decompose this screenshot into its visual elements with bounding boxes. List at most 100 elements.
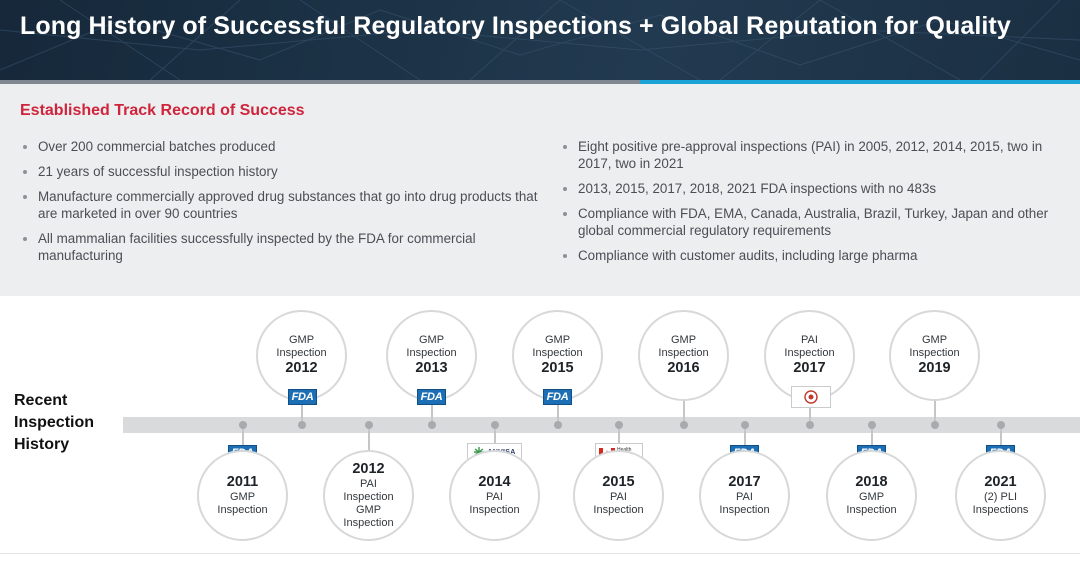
event-year: 2011 [226, 474, 259, 490]
bullet-item: 21 years of successful inspection histor… [20, 163, 540, 180]
event-type: Inspection [343, 517, 394, 529]
timeline-event-bottom: 2021 (2) PLI Inspections [955, 450, 1046, 541]
timeline-bar [123, 417, 1080, 433]
event-year: 2012 [352, 461, 385, 477]
event-type: Inspection [343, 491, 394, 503]
event-type: GMP [288, 334, 315, 346]
timeline-dot [554, 421, 562, 429]
event-type: PAI [801, 334, 818, 346]
event-year: 2021 [984, 474, 1017, 490]
event-type: Inspection [784, 347, 835, 359]
timeline-event-top: PAI Inspection 2017 [764, 310, 855, 401]
seal-icon [804, 390, 818, 404]
page-title: Long History of Successful Regulatory In… [20, 12, 1011, 40]
event-type: GMP [544, 334, 571, 346]
stem [871, 425, 873, 447]
timeline-event-top: GMP Inspection 2019 [889, 310, 980, 401]
event-type: GMP [418, 334, 445, 346]
timeline-dot [298, 421, 306, 429]
event-type: Inspection [846, 504, 897, 516]
timeline-event-bottom: 2015 PAI Inspection [573, 450, 664, 541]
event-year: 2018 [855, 474, 888, 490]
timeline-event-bottom: 2011 GMP Inspection [197, 450, 288, 541]
fda-logo-icon: FDA [288, 389, 317, 405]
bullet-item: 2013, 2015, 2017, 2018, 2021 FDA inspect… [560, 180, 1060, 197]
left-bullet-list: Over 200 commercial batches produced 21 … [20, 138, 540, 272]
event-year: 2015 [602, 474, 635, 490]
event-year: 2019 [918, 360, 951, 376]
event-type: Inspection [719, 504, 770, 516]
event-type: (2) PLI [983, 491, 1017, 503]
event-year: 2012 [285, 360, 318, 376]
bullet-item: Manufacture commercially approved drug s… [20, 188, 540, 222]
event-type: Inspection [217, 504, 268, 516]
header-banner: Long History of Successful Regulatory In… [0, 0, 1080, 80]
event-type: Inspection [658, 347, 709, 359]
event-type: Inspection [909, 347, 960, 359]
timeline-event-bottom: 2017 PAI Inspection [699, 450, 790, 541]
turkey-agency-logo-icon [791, 386, 831, 408]
timeline-dot [239, 421, 247, 429]
event-type: GMP [229, 491, 256, 503]
event-type: GMP [355, 504, 382, 516]
event-year: 2016 [667, 360, 700, 376]
event-year: 2017 [728, 474, 761, 490]
timeline-event-top: GMP Inspection 2012 [256, 310, 347, 401]
timeline-dot [615, 421, 623, 429]
timeline-dot [931, 421, 939, 429]
stem [557, 402, 559, 424]
event-type: PAI [486, 491, 503, 503]
stem [809, 402, 811, 424]
event-year: 2013 [415, 360, 448, 376]
track-record-section: Established Track Record of Success Over… [0, 84, 1080, 296]
accent-bar-blue [640, 80, 1080, 84]
timeline-event-top: GMP Inspection 2016 [638, 310, 729, 401]
timeline-event-bottom: 2018 GMP Inspection [826, 450, 917, 541]
stem [242, 425, 244, 447]
timeline-event-bottom: 2012 PAI Inspection GMP Inspection [323, 450, 414, 541]
event-type: PAI [736, 491, 753, 503]
timeline-event-bottom: 2014 PAI Inspection [449, 450, 540, 541]
stem [431, 402, 433, 424]
stem [744, 425, 746, 447]
stem [1000, 425, 1002, 447]
timeline-dot [868, 421, 876, 429]
event-type: Inspections [972, 504, 1029, 516]
timeline-dot [806, 421, 814, 429]
timeline-dot [365, 421, 373, 429]
event-type: Inspection [532, 347, 583, 359]
fda-logo-icon: FDA [417, 389, 446, 405]
stem [934, 398, 936, 424]
timeline-dot [491, 421, 499, 429]
stem [618, 425, 620, 447]
timeline-event-top: GMP Inspection 2015 [512, 310, 603, 401]
stem [301, 402, 303, 424]
event-type: GMP [670, 334, 697, 346]
accent-bar-gray [0, 80, 640, 84]
event-year: 2015 [541, 360, 574, 376]
stem [683, 398, 685, 424]
timeline-dot [428, 421, 436, 429]
event-type: Inspection [276, 347, 327, 359]
event-type: PAI [360, 478, 377, 490]
timeline-dot [997, 421, 1005, 429]
stem [494, 425, 496, 447]
bullet-item: Over 200 commercial batches produced [20, 138, 540, 155]
stem [368, 425, 370, 453]
bullet-item: Compliance with customer audits, includi… [560, 247, 1060, 264]
event-year: 2017 [793, 360, 826, 376]
event-type: Inspection [469, 504, 520, 516]
event-year: 2014 [478, 474, 511, 490]
event-type: GMP [858, 491, 885, 503]
event-type: Inspection [593, 504, 644, 516]
bullet-item: All mammalian facilities successfully in… [20, 230, 540, 264]
timeline-dot [741, 421, 749, 429]
event-type: GMP [921, 334, 948, 346]
timeline-label: Recent Inspection History [14, 392, 95, 453]
timeline-dot [680, 421, 688, 429]
banner-network-pattern [0, 0, 1080, 80]
bottom-divider [0, 553, 1080, 554]
fda-logo-icon: FDA [543, 389, 572, 405]
bullet-item: Eight positive pre-approval inspections … [560, 138, 1060, 172]
bullet-item: Compliance with FDA, EMA, Canada, Austra… [560, 205, 1060, 239]
